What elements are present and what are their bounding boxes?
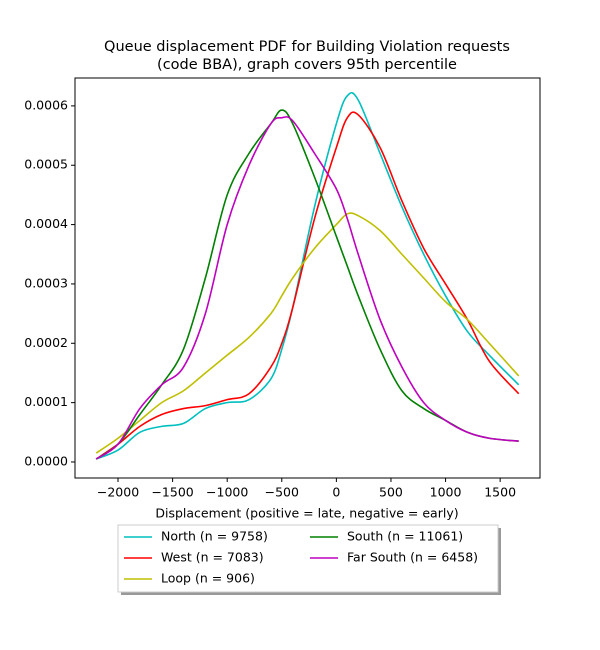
x-tick-label: 1500 (484, 485, 516, 500)
x-tick-label: 0 (332, 485, 340, 500)
y-tick-label: 0.0004 (24, 216, 68, 231)
series-line (95, 92, 520, 460)
y-tick-label: 0.0000 (24, 453, 68, 468)
y-tick-label: 0.0002 (24, 335, 68, 350)
x-tick-label: 1000 (430, 485, 462, 500)
y-tick-label: 0.0005 (24, 157, 68, 172)
legend-label: Loop (n = 906) (161, 571, 255, 586)
chart-title: (code BBA), graph covers 95th percentile (157, 57, 457, 73)
x-tick-label: −2000 (97, 485, 139, 500)
series-line (95, 111, 520, 460)
legend-label: South (n = 11061) (347, 529, 463, 544)
series-line (95, 109, 519, 460)
legend-label: West (n = 7083) (161, 550, 264, 565)
x-axis-label: Displacement (positive = late, negative … (155, 506, 458, 521)
x-tick-label: −500 (265, 485, 299, 500)
legend-label: North (n = 9758) (161, 529, 268, 544)
x-tick-label: −1000 (206, 485, 248, 500)
y-tick-label: 0.0001 (24, 394, 68, 409)
x-tick-label: −1500 (151, 485, 193, 500)
x-tick-label: 500 (379, 485, 403, 500)
y-tick-label: 0.0006 (24, 97, 68, 112)
chart-title: Queue displacement PDF for Building Viol… (104, 39, 510, 55)
legend (117, 524, 499, 593)
y-tick-label: 0.0003 (24, 275, 68, 290)
series-line (95, 212, 520, 454)
legend-label: Far South (n = 6458) (347, 550, 478, 565)
plot-frame (74, 77, 541, 479)
series-line (95, 116, 519, 460)
